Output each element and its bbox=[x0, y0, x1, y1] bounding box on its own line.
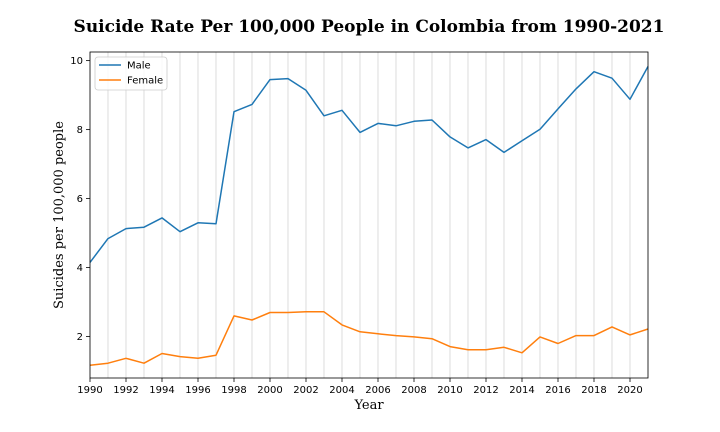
y-tick-label: 2 bbox=[77, 332, 83, 343]
y-axis-ticks: 2 4 6 8 10 bbox=[70, 56, 90, 343]
x-tick-label: 2018 bbox=[581, 385, 606, 396]
chart-title: Suicide Rate Per 100,000 People in Colom… bbox=[74, 17, 665, 37]
legend-label-male: Male bbox=[127, 61, 151, 72]
x-tick-label: 2008 bbox=[401, 385, 426, 396]
plot-frame bbox=[89, 51, 649, 379]
x-axis-label: Year bbox=[353, 398, 384, 413]
series-lines bbox=[89, 66, 649, 366]
legend-label-female: Female bbox=[127, 76, 163, 87]
x-tick-label: 1992 bbox=[113, 385, 138, 396]
x-tick-label: 2002 bbox=[293, 385, 318, 396]
x-tick-label: 2004 bbox=[329, 385, 354, 396]
series-line-male bbox=[89, 66, 649, 263]
x-tick-label: 2000 bbox=[257, 385, 282, 396]
y-tick-label: 8 bbox=[77, 125, 83, 136]
y-tick-label: 10 bbox=[70, 56, 83, 67]
x-tick-label: 2014 bbox=[509, 385, 534, 396]
x-tick-label: 2010 bbox=[437, 385, 462, 396]
x-tick-label: 1998 bbox=[221, 385, 246, 396]
x-tick-label: 2012 bbox=[473, 385, 498, 396]
y-tick-label: 6 bbox=[77, 194, 83, 205]
legend: Male Female bbox=[94, 56, 168, 91]
x-axis-ticks: 1990 1992 1994 1996 1998 2000 2002 2004 2006 2008… bbox=[77, 378, 643, 396]
x-tick-label: 2020 bbox=[617, 385, 642, 396]
x-tick-label: 1990 bbox=[77, 385, 102, 396]
y-axis-label: Suicides per 100,000 people bbox=[52, 121, 67, 309]
x-tick-label: 1994 bbox=[149, 385, 174, 396]
x-tick-label: 2006 bbox=[365, 385, 390, 396]
x-tick-label: 2016 bbox=[545, 385, 570, 396]
x-tick-label: 1996 bbox=[185, 385, 210, 396]
vertical-grid bbox=[89, 52, 649, 378]
series-line-female bbox=[89, 311, 649, 366]
y-tick-label: 4 bbox=[77, 263, 83, 274]
